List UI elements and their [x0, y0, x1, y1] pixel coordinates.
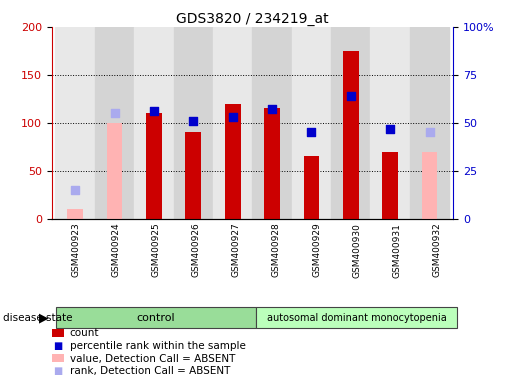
Text: GSM400928: GSM400928 — [272, 223, 281, 278]
Text: control: control — [136, 313, 175, 323]
Bar — [264, 109, 280, 219]
Point — [189, 118, 197, 124]
Bar — [252, 27, 291, 219]
Text: disease state: disease state — [3, 313, 72, 323]
Text: autosomal dominant monocytopenia: autosomal dominant monocytopenia — [267, 313, 447, 323]
Text: GSM400924: GSM400924 — [111, 223, 121, 277]
Bar — [331, 27, 370, 219]
Text: GSM400929: GSM400929 — [312, 223, 321, 278]
Point — [268, 106, 276, 113]
Point — [307, 129, 316, 136]
Point — [347, 93, 355, 99]
Point — [110, 110, 118, 116]
Bar — [213, 27, 252, 219]
Point — [425, 129, 434, 136]
Bar — [174, 27, 213, 219]
Point — [229, 114, 237, 120]
Bar — [343, 51, 358, 219]
Bar — [107, 123, 123, 219]
Text: GSM400931: GSM400931 — [392, 223, 402, 278]
Text: value, Detection Call = ABSENT: value, Detection Call = ABSENT — [70, 354, 235, 364]
Text: GSM400923: GSM400923 — [71, 223, 80, 278]
Text: GSM400930: GSM400930 — [352, 223, 362, 278]
Bar — [146, 113, 162, 219]
Point — [71, 187, 79, 193]
Bar — [410, 27, 449, 219]
Bar — [95, 27, 134, 219]
Bar — [67, 209, 83, 219]
Bar — [291, 27, 331, 219]
Text: GSM400927: GSM400927 — [232, 223, 241, 278]
Bar — [370, 27, 410, 219]
Text: ■: ■ — [53, 341, 62, 351]
Bar — [303, 157, 319, 219]
Text: GSM400925: GSM400925 — [151, 223, 161, 278]
Text: ▶: ▶ — [39, 311, 49, 324]
Point — [386, 126, 394, 132]
Bar — [134, 27, 174, 219]
Text: percentile rank within the sample: percentile rank within the sample — [70, 341, 246, 351]
Bar — [225, 104, 241, 219]
Text: GSM400932: GSM400932 — [433, 223, 442, 278]
Text: count: count — [70, 328, 99, 338]
Point — [150, 108, 158, 114]
Bar — [185, 132, 201, 219]
Text: ■: ■ — [53, 366, 62, 376]
Bar — [382, 152, 398, 219]
Bar — [56, 27, 95, 219]
Text: GSM400926: GSM400926 — [192, 223, 201, 278]
Text: rank, Detection Call = ABSENT: rank, Detection Call = ABSENT — [70, 366, 230, 376]
Bar — [422, 152, 437, 219]
Title: GDS3820 / 234219_at: GDS3820 / 234219_at — [176, 12, 329, 26]
